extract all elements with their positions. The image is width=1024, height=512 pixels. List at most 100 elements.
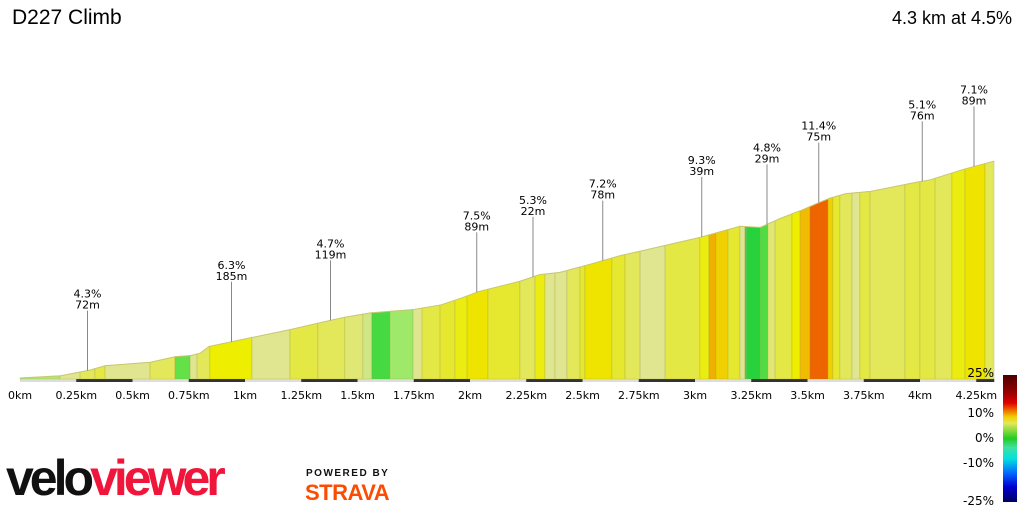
gradient-segment (344, 313, 364, 380)
gradient-segment (759, 223, 769, 380)
gradient-segment (827, 196, 834, 380)
distance-axis-band (413, 379, 470, 382)
gradient-segment (708, 232, 717, 380)
x-tick-label: 3.5km (790, 389, 825, 402)
gradient-color-scale (1003, 375, 1017, 502)
x-tick-label: 4km (908, 389, 932, 402)
x-tick-label: 3km (683, 389, 707, 402)
gradient-segment (584, 257, 613, 380)
gradient-segment (412, 307, 423, 380)
distance-axis-band (976, 379, 995, 382)
powered-by-label: POWERED BY (306, 468, 390, 479)
x-tick-label: 4.25km (955, 389, 997, 402)
annotation-length: 29m (755, 152, 780, 165)
gradient-segment (611, 254, 626, 380)
annotation-length: 39m (689, 165, 714, 178)
gradient-segment (839, 192, 853, 380)
annotation-grade: 5.1% (908, 98, 936, 111)
veloviewer-logo[interactable]: veloviewer (6, 448, 226, 508)
gradient-segment (209, 337, 253, 380)
x-tick-label: 3.25km (730, 389, 772, 402)
gradient-segment (984, 160, 995, 380)
gradient-segment (189, 353, 198, 380)
x-tick-label: 2.75km (618, 389, 660, 402)
gradient-segment (289, 322, 319, 380)
strava-logo[interactable]: STRAVA (305, 480, 390, 505)
gradient-segment (934, 172, 953, 380)
gradient-segment (744, 226, 748, 380)
gradient-segment (727, 225, 741, 380)
annotation-length: 78m (590, 189, 615, 202)
page-title: D227 Climb (12, 6, 122, 29)
x-tick-label: 2.25km (505, 389, 547, 402)
gradient-segment (466, 288, 489, 380)
gradient-segment (251, 329, 291, 380)
x-tick-label: 0km (8, 389, 32, 402)
x-tick-label: 3.75km (843, 389, 885, 402)
gradient-segment (389, 309, 414, 380)
gradient-segment (362, 312, 373, 380)
gradient-segment (859, 191, 871, 380)
distance-axis-band (301, 379, 358, 382)
scale-label-minus10: -10% (962, 456, 994, 470)
gradient-segment (566, 266, 581, 380)
gradient-segment (421, 304, 441, 380)
gradient-segment (554, 270, 568, 380)
gradient-segment (624, 250, 641, 380)
distance-axis-band (76, 379, 133, 382)
scale-label-10: 10% (967, 406, 994, 420)
annotation-grade: 5.3% (519, 194, 547, 207)
gradient-segment (739, 225, 746, 380)
x-tick-label: 1km (233, 389, 257, 402)
distance-axis-band (526, 379, 583, 382)
x-tick-label: 0.5km (115, 389, 150, 402)
distance-axis-band (751, 379, 808, 382)
annotation-length: 72m (75, 299, 100, 312)
gradient-segment (809, 198, 829, 380)
annotation-grade: 4.8% (753, 141, 781, 154)
distance-axis-band (188, 379, 245, 382)
gradient-segment (951, 168, 966, 380)
annotation-length: 89m (464, 220, 489, 233)
gradient-segment (791, 210, 801, 380)
x-tick-label: 2.5km (565, 389, 600, 402)
gradient-segment (371, 310, 391, 380)
gradient-segment (519, 275, 536, 380)
gradient-segment (544, 272, 556, 380)
gradient-segment (639, 245, 666, 380)
annotation-length: 119m (315, 248, 347, 261)
gradient-segment (799, 206, 811, 380)
distance-axis-band (638, 379, 695, 382)
x-tick-label: 2km (458, 389, 482, 402)
annotation-length: 75m (806, 131, 831, 144)
annotation-length: 89m (962, 95, 987, 108)
gradient-segment (439, 299, 456, 380)
x-tick-label: 0.75km (168, 389, 210, 402)
gradient-segment (534, 273, 546, 380)
gradient-segment (746, 226, 761, 380)
gradient-segment (715, 229, 729, 380)
gradient-segment (174, 355, 191, 380)
gradient-segment (767, 220, 776, 380)
annotation-grade: 7.2% (589, 178, 617, 191)
logo-velo: velo (6, 450, 94, 506)
annotation-grade: 7.5% (463, 209, 491, 222)
x-tick-label: 1.25km (280, 389, 322, 402)
gradient-segment (774, 213, 793, 380)
climb-summary: 4.3 km at 4.5% (891, 8, 1012, 28)
scale-label-0: 0% (974, 431, 994, 445)
annotation-grade: 4.3% (74, 288, 102, 301)
gradient-segment (964, 163, 986, 380)
gradient-segment (579, 265, 586, 380)
distance-axis-band (863, 379, 920, 382)
gradient-segment (699, 234, 710, 380)
gradient-segment (904, 181, 921, 380)
annotation-grade: 9.3% (688, 154, 716, 167)
gradient-segment (851, 192, 861, 380)
gradient-segment (869, 184, 906, 380)
gradient-segment (832, 194, 841, 380)
profile-outline (19, 160, 995, 379)
gradient-segment (454, 295, 468, 380)
scale-label-min: -25% (962, 494, 994, 508)
